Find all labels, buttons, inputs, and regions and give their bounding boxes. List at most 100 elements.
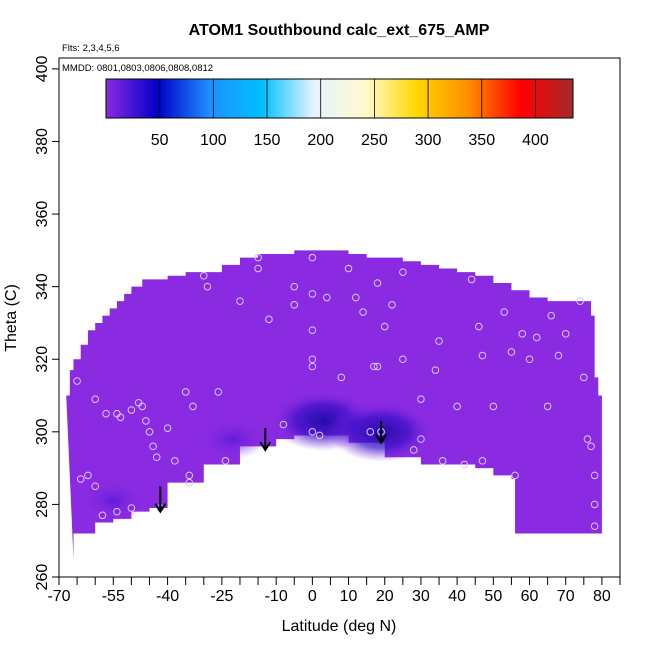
heatmap-minimum-3 (198, 419, 267, 460)
observation-point (478, 351, 487, 360)
observation-point (290, 282, 299, 291)
observation-point (478, 457, 487, 465)
observation-point (91, 482, 99, 491)
observation-point (171, 457, 179, 465)
observation-point (134, 398, 143, 407)
observation-point (525, 355, 534, 364)
x-tick-label: 30 (412, 588, 430, 605)
observation-point (84, 471, 92, 480)
observation-point (370, 362, 378, 371)
arrow-1 (259, 428, 272, 452)
observation-point (590, 522, 599, 530)
observation-points (73, 253, 599, 530)
arrow-2 (375, 420, 387, 445)
observation-point (554, 351, 563, 360)
observation-point (308, 362, 317, 371)
x-tick-label: -70 (47, 588, 70, 605)
observation-point (344, 264, 353, 273)
observation-point (583, 435, 592, 443)
observation-point (185, 478, 194, 487)
observation-point (518, 330, 527, 338)
colorbar-tick-label: 250 (361, 132, 388, 149)
heatmap-field (66, 250, 602, 559)
colorbar-tick-label: 300 (415, 132, 442, 149)
observation-point (453, 402, 461, 411)
heatmap-minimum-2 (79, 480, 148, 521)
observation-point (417, 395, 425, 403)
observation-point (590, 500, 599, 509)
observation-point (467, 275, 476, 284)
observation-point (221, 457, 230, 465)
x-tick-label: 0 (308, 588, 317, 605)
observation-point (435, 337, 443, 345)
observation-point (254, 264, 262, 273)
observation-point (113, 507, 121, 516)
observation-point (323, 293, 331, 302)
observation-point (388, 300, 396, 309)
observation-point (366, 428, 375, 436)
observation-point (417, 435, 425, 443)
observation-point (315, 431, 324, 440)
observation-point (587, 442, 595, 451)
observation-point (142, 417, 150, 425)
observation-point (359, 308, 367, 316)
plot-frame (58, 57, 621, 578)
observation-point (460, 460, 469, 469)
observation-point (116, 413, 125, 422)
x-tick-label: -10 (265, 588, 288, 605)
observation-point (254, 253, 262, 262)
x-axis-label: Latitude (deg N) (282, 618, 397, 635)
observation-point (185, 471, 194, 480)
observation-point (308, 355, 317, 364)
observation-point (511, 471, 519, 480)
y-tick-label: 340 (34, 273, 51, 300)
y-tick-label: 320 (34, 346, 51, 373)
colorbar-gradient (105, 78, 574, 119)
observation-point (98, 511, 107, 520)
observation-point (203, 282, 212, 291)
colorbar-tick-label: 100 (200, 132, 227, 149)
observation-point (373, 279, 382, 287)
observation-point (561, 330, 570, 338)
observation-point (500, 308, 508, 316)
observation-point (290, 300, 299, 309)
x-tick-label: 40 (448, 588, 466, 605)
observation-point (409, 446, 418, 454)
observation-point (308, 428, 317, 436)
observation-point (199, 271, 208, 280)
y-tick-label: 300 (34, 418, 51, 445)
colorbar-tick-label: 400 (522, 132, 549, 149)
observation-point (380, 322, 389, 331)
x-tick-label: 10 (340, 588, 358, 605)
y-tick-label: 380 (34, 128, 51, 155)
colorbar-tick-label: 50 (151, 132, 169, 149)
observation-point (163, 424, 172, 432)
observation-point (181, 388, 190, 396)
observation-point (373, 362, 382, 371)
observation-point (149, 442, 157, 451)
chart-title: ATOM1 Southbound calc_ext_675_AMP (189, 22, 490, 39)
x-tick-label: -25 (210, 588, 233, 605)
observation-point (76, 475, 85, 483)
observation-point (475, 322, 483, 331)
y-axis: 260 280 300 320 340 360 380 400 (34, 55, 59, 590)
observation-point (438, 457, 447, 465)
observation-point (337, 373, 346, 382)
observation-point (127, 406, 136, 414)
observation-point (590, 471, 599, 480)
observation-point (265, 315, 273, 324)
y-tick-label: 360 (34, 201, 51, 228)
observation-point (532, 333, 541, 342)
x-axis: -70 -55 -40 -25 -10 0 10 20 30 40 50 60 70 80 (47, 577, 621, 605)
observation-point (543, 402, 552, 411)
observation-point (279, 420, 288, 429)
observation-point (91, 395, 99, 403)
y-tick-label: 280 (34, 491, 51, 518)
observation-point (308, 253, 317, 262)
observation-point (547, 311, 556, 320)
observation-point (127, 504, 136, 512)
x-tick-label: 20 (376, 588, 394, 605)
colorbar-tick-label: 150 (254, 132, 281, 149)
observation-point (152, 453, 161, 462)
